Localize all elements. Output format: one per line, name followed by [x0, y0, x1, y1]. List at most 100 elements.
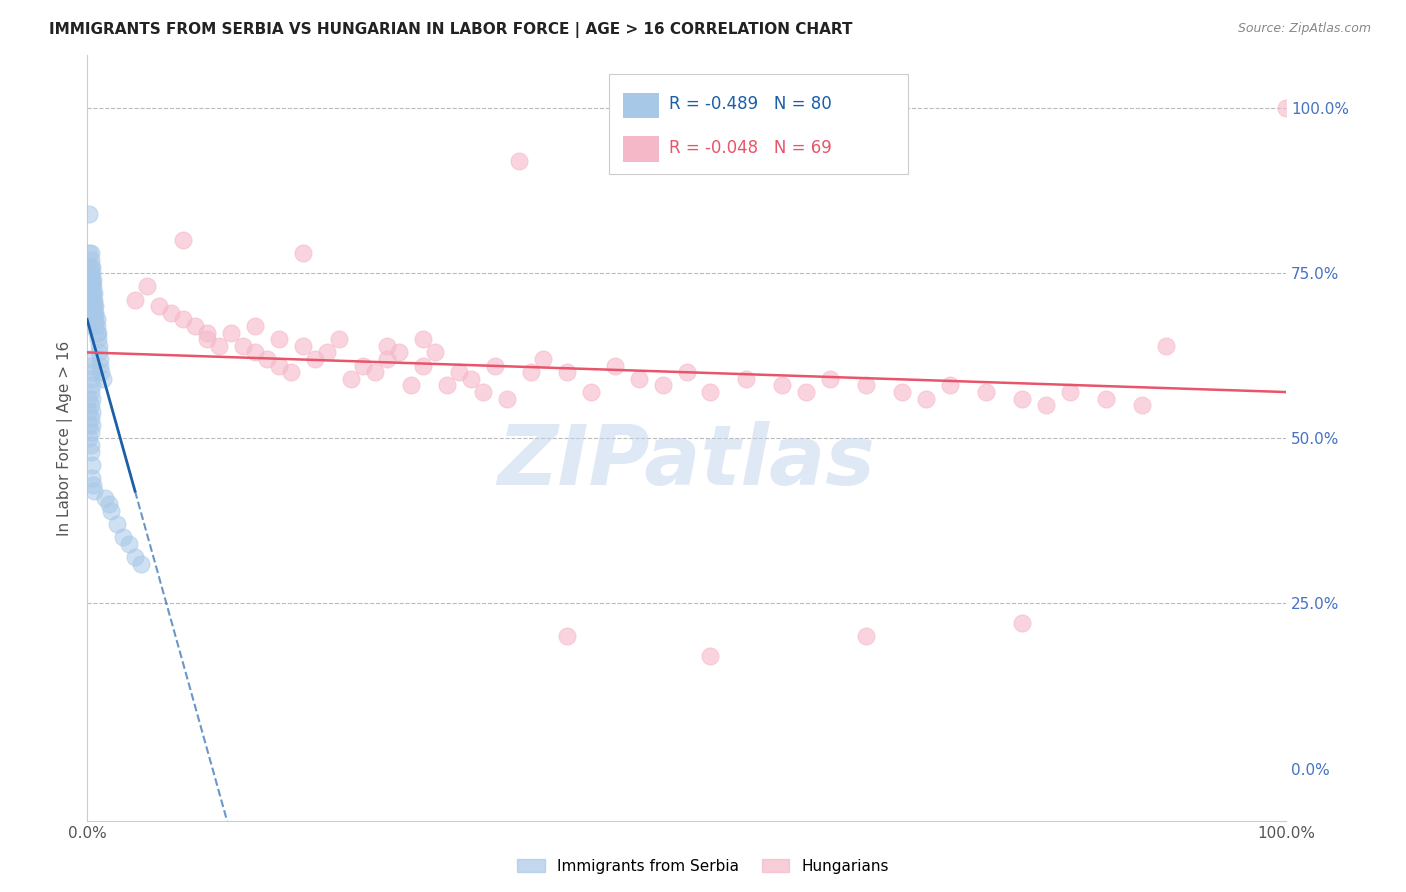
Point [80, 312, 103, 326]
Point [375, 339, 398, 353]
Point [280, 365, 302, 379]
Point [243, 345, 266, 359]
Point [79, 273, 101, 287]
Point [1011, 392, 1033, 406]
Point [124, 293, 146, 307]
Point [87, 326, 110, 340]
Point [87, 345, 110, 359]
Point [603, 359, 626, 373]
Y-axis label: In Labor Force | Age > 16: In Labor Force | Age > 16 [58, 341, 73, 536]
Point [1035, 398, 1057, 412]
Point [939, 378, 962, 392]
Point [1095, 392, 1118, 406]
Point [77, 405, 100, 419]
Text: R = -0.489   N = 80: R = -0.489 N = 80 [668, 95, 831, 113]
Point [80, 458, 103, 472]
Point [79, 398, 101, 412]
Bar [623, 93, 659, 118]
Point [699, 649, 721, 664]
Point [555, 365, 578, 379]
Point [105, 517, 128, 532]
Point [388, 345, 411, 359]
Point [436, 378, 458, 392]
Point [267, 332, 290, 346]
Point [80, 266, 103, 280]
Point [80, 405, 103, 419]
Point [352, 359, 374, 373]
Point [79, 299, 101, 313]
Point [531, 351, 554, 366]
Point [412, 332, 434, 346]
Point [974, 385, 997, 400]
Point [79, 444, 101, 458]
Point [79, 279, 101, 293]
Point [232, 339, 254, 353]
Point [79, 438, 101, 452]
Legend: Immigrants from Serbia, Hungarians: Immigrants from Serbia, Hungarians [510, 853, 896, 880]
Point [770, 378, 793, 392]
Point [243, 318, 266, 333]
Point [364, 365, 387, 379]
Point [675, 365, 697, 379]
Point [340, 372, 363, 386]
Point [80, 293, 103, 307]
Point [80, 299, 103, 313]
Point [79, 385, 101, 400]
Point [460, 372, 482, 386]
Point [84, 318, 107, 333]
Point [82, 285, 104, 300]
Point [328, 332, 350, 346]
Point [79, 260, 101, 274]
Point [291, 339, 314, 353]
Point [195, 332, 218, 346]
Point [80, 306, 103, 320]
Point [699, 385, 721, 400]
Point [80, 365, 103, 379]
Point [508, 153, 530, 168]
Point [160, 306, 183, 320]
Point [1154, 339, 1177, 353]
Point [915, 392, 938, 406]
Point [79, 359, 101, 373]
Point [82, 306, 104, 320]
Point [82, 312, 104, 326]
Point [855, 630, 877, 644]
Point [627, 372, 650, 386]
Point [80, 273, 103, 287]
Point [423, 345, 446, 359]
Point [375, 351, 398, 366]
Point [79, 425, 101, 439]
Text: Source: ZipAtlas.com: Source: ZipAtlas.com [1237, 22, 1371, 36]
Point [82, 273, 104, 287]
Point [79, 351, 101, 366]
Point [80, 279, 103, 293]
Text: ZIPatlas: ZIPatlas [498, 421, 876, 502]
Point [1275, 101, 1298, 115]
Point [399, 378, 422, 392]
Point [89, 351, 111, 366]
Point [1011, 616, 1033, 631]
Point [124, 550, 146, 565]
Point [80, 378, 103, 392]
Point [79, 293, 101, 307]
Point [1059, 385, 1081, 400]
Text: IMMIGRANTS FROM SERBIA VS HUNGARIAN IN LABOR FORCE | AGE > 16 CORRELATION CHART: IMMIGRANTS FROM SERBIA VS HUNGARIAN IN L… [49, 22, 852, 38]
Point [79, 252, 101, 267]
Point [80, 418, 103, 433]
Point [79, 246, 101, 260]
Point [484, 359, 506, 373]
Point [100, 504, 122, 518]
Point [256, 351, 278, 366]
Point [83, 306, 105, 320]
Point [447, 365, 470, 379]
Point [83, 484, 105, 499]
Point [79, 207, 101, 221]
Point [80, 318, 103, 333]
Point [651, 378, 673, 392]
Point [579, 385, 602, 400]
Point [97, 497, 120, 511]
Point [412, 359, 434, 373]
Point [304, 351, 326, 366]
Point [735, 372, 758, 386]
Point [79, 279, 101, 293]
